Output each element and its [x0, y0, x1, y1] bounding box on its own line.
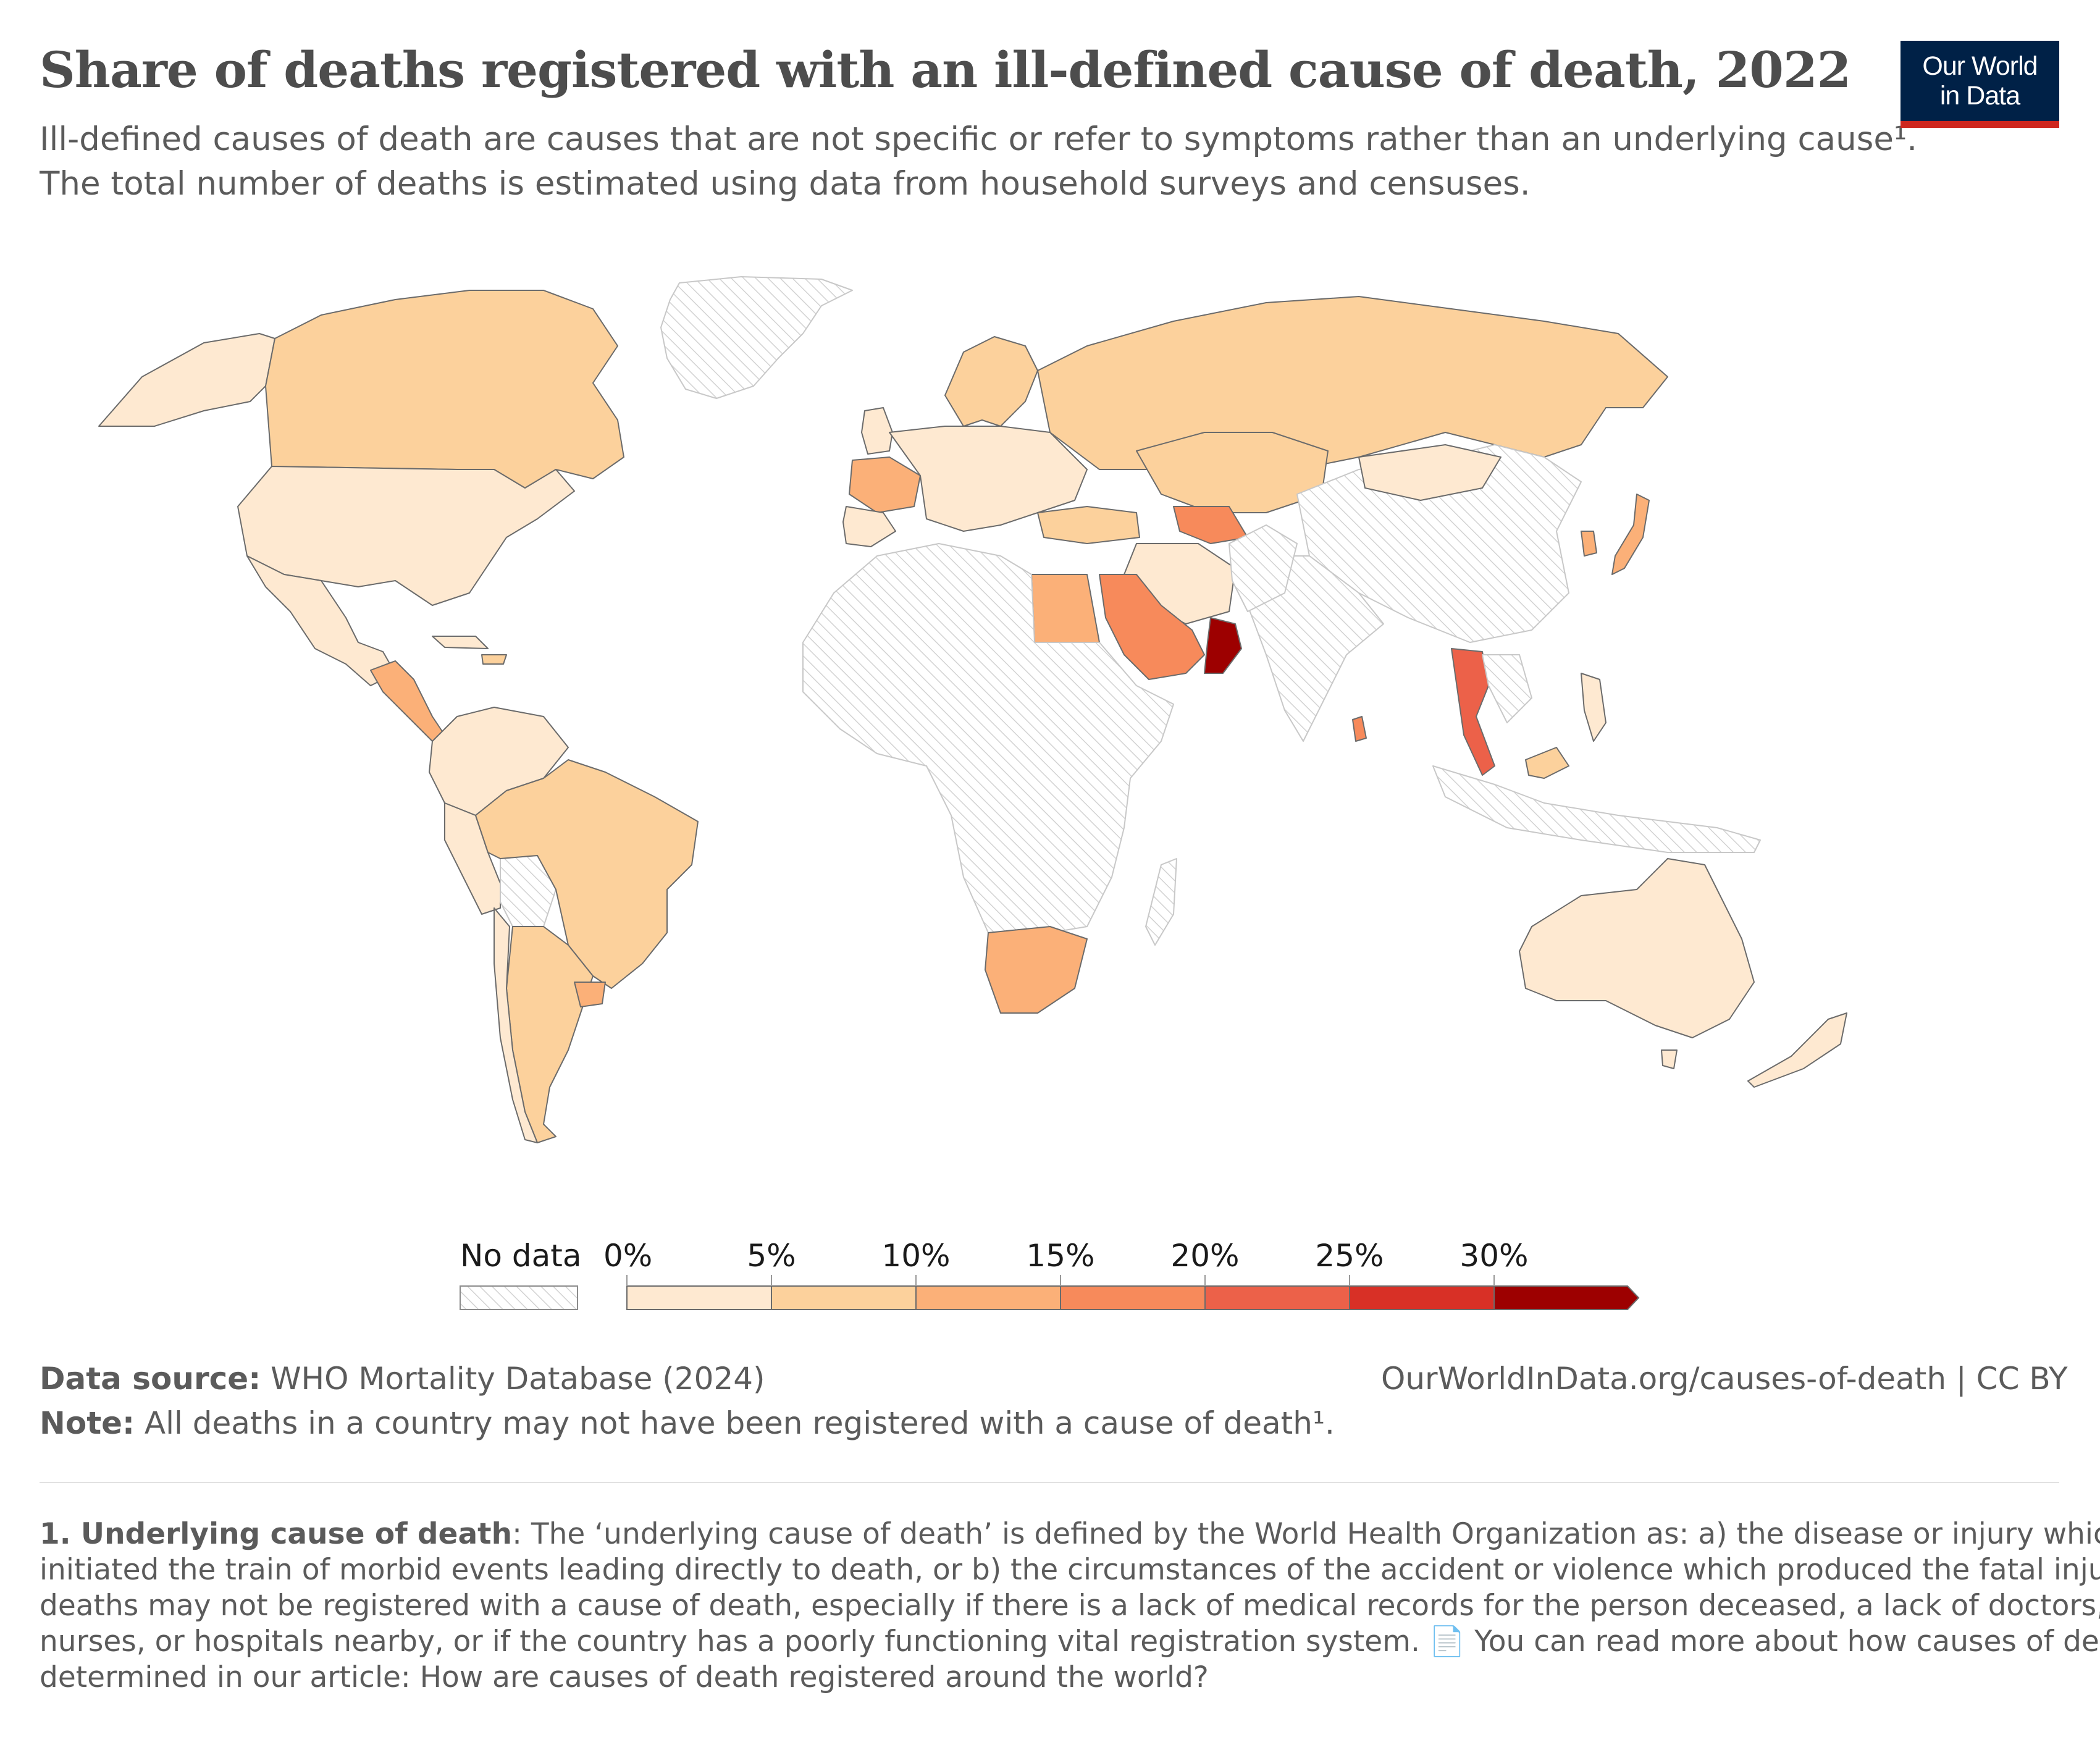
uruguay[interactable] — [574, 982, 606, 1007]
legend-bin-3 — [1060, 1285, 1206, 1310]
oman[interactable] — [1204, 617, 1242, 674]
central-europe[interactable] — [889, 426, 1088, 532]
footnote-line-5[interactable]: determined in our article: How are cause… — [40, 1660, 1209, 1694]
south-africa[interactable] — [985, 926, 1088, 1014]
footnote-line-1: : The ‘underlying cause of death’ is def… — [512, 1517, 2100, 1551]
africa[interactable] — [802, 543, 1174, 933]
scandinavia[interactable] — [944, 336, 1038, 427]
brazil[interactable] — [475, 759, 699, 989]
logo-line-2: in Data — [1939, 81, 2020, 111]
madagascar[interactable] — [1145, 858, 1177, 946]
chart-subtitle: Ill-defined causes of death are causes t… — [40, 117, 2053, 206]
japan[interactable] — [1611, 494, 1650, 575]
legend-tick-6: 30% — [1460, 1238, 1528, 1274]
note-text: All deaths in a country may not have bee… — [135, 1405, 1335, 1441]
data-source-text: WHO Mortality Database (2024) — [261, 1361, 765, 1397]
saudi-arabia[interactable] — [1099, 574, 1205, 680]
philippines[interactable] — [1581, 673, 1606, 742]
russia[interactable] — [1037, 296, 1668, 470]
new-zealand[interactable] — [1747, 1012, 1847, 1088]
subtitle-line-2: The total number of deaths is estimated … — [40, 165, 1531, 203]
france[interactable] — [849, 456, 921, 513]
legend-no-data-swatch — [460, 1285, 578, 1310]
legend-tick-3: 15% — [1026, 1238, 1094, 1274]
canada[interactable] — [265, 290, 624, 489]
footer-divider — [40, 1482, 2059, 1483]
mongolia[interactable] — [1358, 444, 1502, 501]
footnote-line-3: deaths may not be registered with a caus… — [40, 1589, 2100, 1623]
alaska[interactable] — [98, 333, 275, 427]
legend-no-data-label: No data — [460, 1238, 582, 1274]
tasmania[interactable] — [1661, 1049, 1678, 1069]
turkmenistan-uzbekistan[interactable] — [1173, 506, 1248, 544]
subtitle-line-1: Ill-defined causes of death are causes t… — [40, 120, 1918, 158]
greenland[interactable] — [660, 276, 853, 399]
caribbean-east[interactable] — [481, 654, 507, 665]
note-label: Note: — [40, 1405, 135, 1441]
caribbean[interactable] — [432, 636, 489, 649]
data-source-label: Data source: — [40, 1361, 261, 1397]
legend-bin-5 — [1349, 1285, 1495, 1310]
footnote-line-4[interactable]: nurses, or hospitals nearby, or if the c… — [40, 1625, 2100, 1659]
footnote-line-2: initiated the train of morbid events lea… — [40, 1553, 2100, 1587]
indonesia[interactable] — [1432, 765, 1761, 853]
australia[interactable] — [1519, 858, 1755, 1038]
legend-tick-5: 25% — [1315, 1238, 1384, 1274]
world-map[interactable] — [0, 247, 2100, 1174]
legend-bin-6 — [1493, 1285, 1640, 1310]
spain[interactable] — [842, 506, 896, 547]
logo-line-1: Our World — [1922, 51, 2038, 81]
legend-tick-4: 20% — [1170, 1238, 1239, 1274]
legend-tick-0: 0% — [603, 1238, 652, 1274]
map-legend: No data 0% 5% 10% 15% 20% 25% 30% — [460, 1238, 1640, 1310]
owid-logo[interactable]: Our World in Data — [1900, 41, 2059, 128]
source-url[interactable]: OurWorldInData.org/causes-of-death | CC … — [1381, 1361, 2068, 1397]
chile[interactable] — [494, 907, 538, 1143]
legend-bin-4 — [1204, 1285, 1350, 1310]
note: Note: All deaths in a country may not ha… — [40, 1405, 1335, 1442]
data-source: Data source: WHO Mortality Database (202… — [40, 1360, 765, 1397]
india[interactable] — [1247, 555, 1384, 742]
se-asia-nodata[interactable] — [1482, 654, 1532, 723]
legend-tick-2: 10% — [881, 1238, 950, 1274]
legend-bin-2 — [915, 1285, 1061, 1310]
sri-lanka[interactable] — [1352, 716, 1367, 742]
central-america[interactable] — [370, 660, 445, 742]
footnote: 1. Underlying cause of death: The ‘under… — [40, 1516, 2100, 1696]
legend-bin-0 — [626, 1285, 772, 1310]
legend-bin-1 — [771, 1285, 917, 1310]
malaysia[interactable] — [1525, 747, 1569, 779]
turkey[interactable] — [1037, 506, 1140, 544]
pakistan-afghanistan[interactable] — [1228, 524, 1298, 612]
united-kingdom[interactable] — [861, 407, 893, 455]
legend-tick-1: 5% — [747, 1238, 796, 1274]
egypt[interactable] — [1031, 574, 1100, 643]
chart-title: Share of deaths registered with an ill-d… — [40, 41, 1851, 99]
south-korea[interactable] — [1581, 531, 1597, 557]
footnote-label: 1. Underlying cause of death — [40, 1517, 513, 1551]
